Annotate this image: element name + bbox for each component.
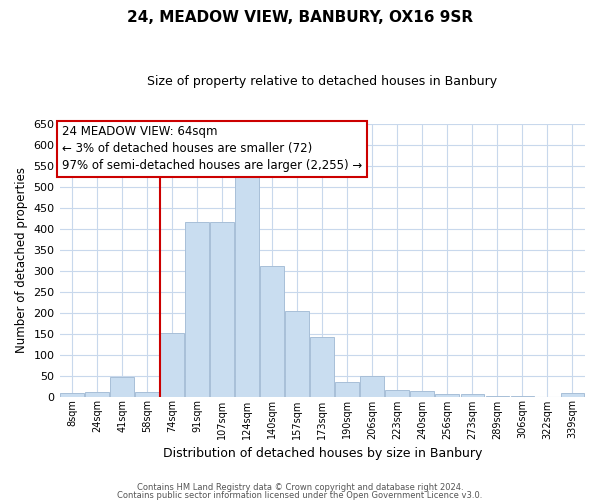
Text: Contains public sector information licensed under the Open Government Licence v3: Contains public sector information licen…: [118, 490, 482, 500]
Bar: [461, 394, 484, 396]
Text: 24 MEADOW VIEW: 64sqm
← 3% of detached houses are smaller (72)
97% of semi-detac: 24 MEADOW VIEW: 64sqm ← 3% of detached h…: [62, 126, 362, 172]
Bar: [385, 390, 409, 396]
Bar: [85, 392, 109, 396]
Bar: [160, 333, 184, 396]
Bar: [110, 377, 134, 396]
Bar: [560, 393, 584, 396]
Text: 24, MEADOW VIEW, BANBURY, OX16 9SR: 24, MEADOW VIEW, BANBURY, OX16 9SR: [127, 10, 473, 25]
Y-axis label: Number of detached properties: Number of detached properties: [15, 167, 28, 353]
Bar: [286, 310, 309, 396]
Bar: [135, 392, 159, 396]
Bar: [210, 222, 234, 396]
Bar: [436, 394, 459, 396]
Bar: [410, 390, 434, 396]
Bar: [361, 376, 384, 396]
X-axis label: Distribution of detached houses by size in Banbury: Distribution of detached houses by size …: [163, 447, 482, 460]
Title: Size of property relative to detached houses in Banbury: Size of property relative to detached ho…: [147, 75, 497, 88]
Bar: [260, 266, 284, 396]
Bar: [185, 222, 209, 396]
Bar: [310, 336, 334, 396]
Text: Contains HM Land Registry data © Crown copyright and database right 2024.: Contains HM Land Registry data © Crown c…: [137, 484, 463, 492]
Bar: [60, 393, 84, 396]
Bar: [235, 174, 259, 396]
Bar: [335, 382, 359, 396]
